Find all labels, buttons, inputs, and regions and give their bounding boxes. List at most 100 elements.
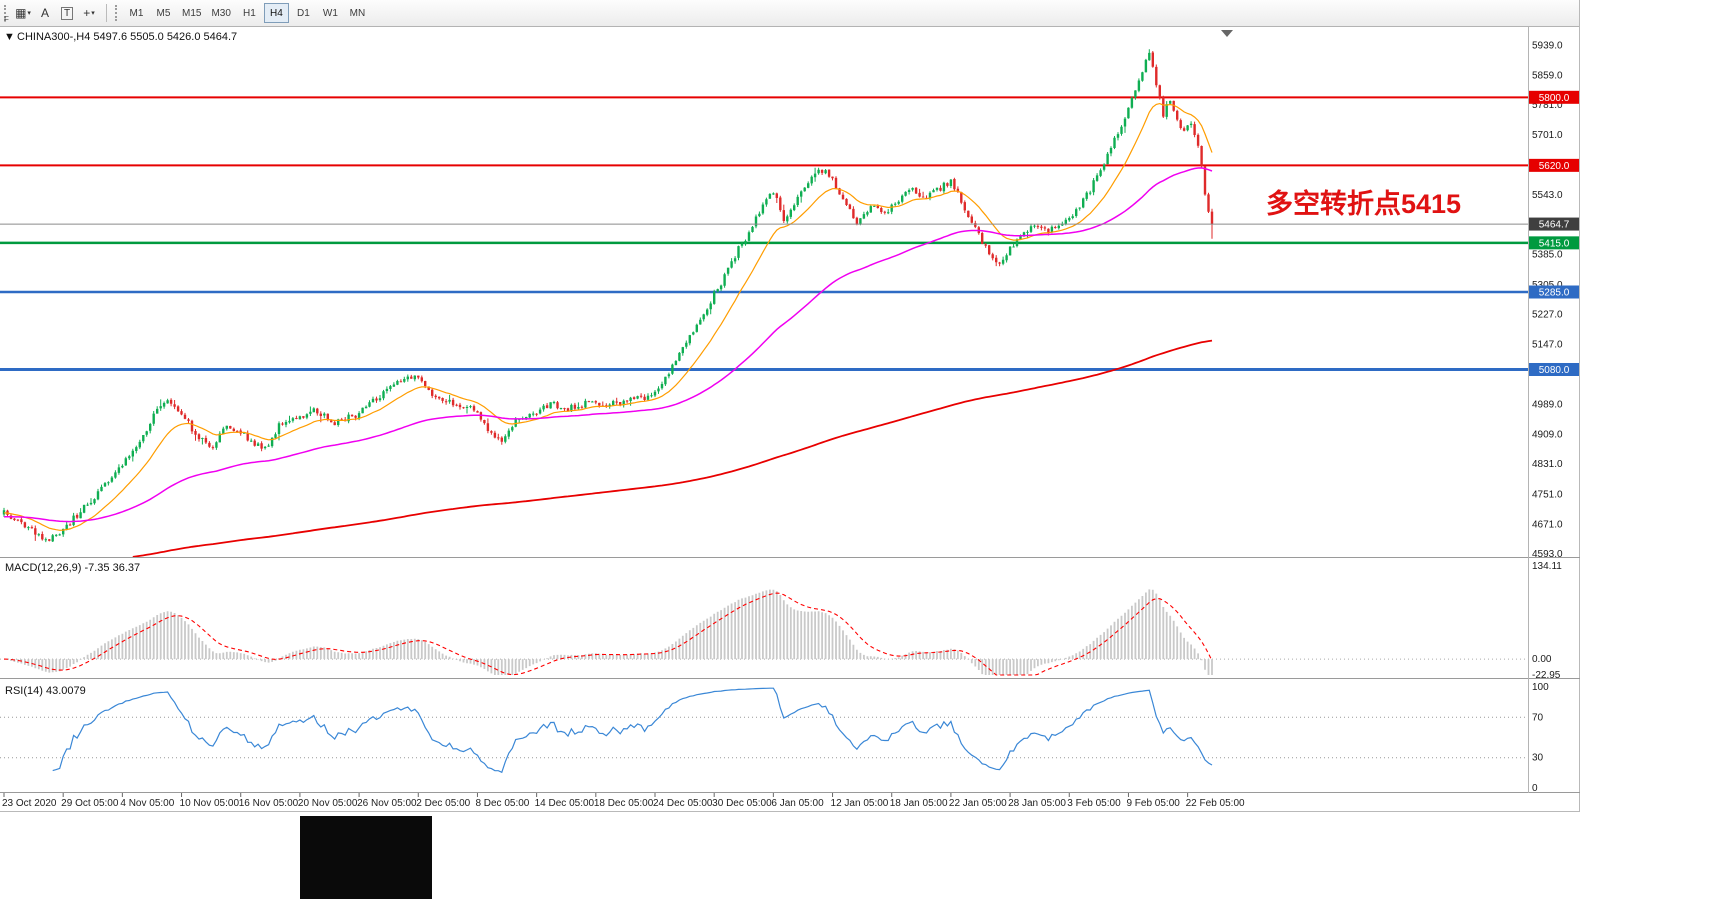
timeframe-m1-button[interactable]: M1 [124,3,149,23]
time-tick-label: 18 Jan 05:00 [890,798,948,809]
chart-symbol-ohlc: CHINA300-,H4 5497.6 5505.0 5426.0 5464.7 [17,31,237,43]
down-candle-wicks [7,51,1213,542]
timeframe-w1-button[interactable]: W1 [318,3,343,23]
text-tool-t-button[interactable]: T [57,2,77,24]
price-tick-label: 5385.0 [1532,250,1563,261]
time-tick-label: 8 Dec 05:00 [475,798,529,809]
timeframe-mn-button[interactable]: MN [345,3,370,23]
price-axis[interactable]: 5939.0 5859.0 5781.0 5701.0 5543.0 5385.0 5305… [1529,40,1579,794]
price-tick-label: 5859.0 [1532,71,1563,82]
time-tick-label: 6 Jan 05:00 [771,798,824,809]
timeframe-d1-button[interactable]: D1 [291,3,316,23]
price-tick-label: 4909.0 [1532,430,1563,441]
dropdown-caret-icon: ▾ [27,10,31,17]
time-tick-label: 4 Nov 05:00 [120,798,174,809]
text-label-a-icon: A [40,6,49,20]
charts-grid-button[interactable]: ▦ ▾ [13,2,33,24]
level-5800.0-badge [1529,90,1579,104]
chart-annotation-text: 多空转折点5415 [1266,188,1461,219]
price-tick-label: 5305.0 [1532,280,1563,291]
time-tick-label: 9 Feb 05:00 [1126,798,1180,809]
rsi-line [52,687,1213,774]
price-tick-label: 4831.0 [1532,459,1563,470]
time-tick-label: 28 Jan 05:00 [1008,798,1066,809]
time-tick-label: 10 Nov 05:00 [180,798,240,809]
time-tick-label: 2 Dec 05:00 [416,798,470,809]
macd-signal-line [3,592,1213,676]
down-candle-bodies [6,52,1214,541]
level-5620.0-badge-label: 5620.0 [1539,161,1570,172]
price-tick-label: 4989.0 [1532,399,1563,410]
bid-price-badge [1529,217,1579,231]
candlestick-series [2,49,1214,543]
macd-axis-label: -22.95 [1532,670,1561,681]
up-candle-wicks [3,49,1192,543]
time-axis[interactable]: 23 Oct 2020 29 Oct 05:00 4 Nov 05:00 10 Nov… [2,793,1245,809]
toolbar: ▦ ▾ A T + ▾ F M1 M5 M15 M30 H1 H4 D1 W1 MN [0,0,1579,27]
toolbar-separator [106,4,107,22]
dropdown-caret-icon: ▾ [91,10,95,17]
rsi-indicator-pane[interactable] [0,687,1528,774]
crosshair-button[interactable]: + ▾ [79,2,99,24]
level-5620.0-badge [1529,158,1579,172]
timeframe-button-group: M1 M5 M15 M30 H1 H4 D1 W1 MN [123,3,371,23]
macd-histogram [6,589,1213,675]
symbol-collapse-icon[interactable]: ▼ [4,31,15,43]
time-tick-label: 30 Dec 05:00 [712,798,772,809]
time-tick-label: 29 Oct 05:00 [61,798,119,809]
horizontal-level-lines[interactable] [0,96,1528,371]
fast-ma-line [3,102,1213,531]
price-tick-label: 5543.0 [1532,190,1563,201]
time-tick-label: 16 Nov 05:00 [239,798,299,809]
time-tick-label: 22 Feb 05:00 [1186,798,1245,809]
mid-ma-line [3,167,1213,523]
toolbar-grip[interactable] [4,5,8,21]
price-tick-label: 4751.0 [1532,489,1563,500]
rsi-label: RSI(14) 43.0079 [5,685,86,697]
timeframe-m30-button[interactable]: M30 [207,3,234,23]
level-5415.0-badge-label: 5415.0 [1539,238,1570,249]
time-tick-label: 14 Dec 05:00 [535,798,595,809]
time-tick-label: 3 Feb 05:00 [1067,798,1121,809]
timeframe-m15-button[interactable]: M15 [178,3,205,23]
rsi-axis-label: 0 [1532,783,1538,794]
chart-shift-marker[interactable] [1221,30,1233,37]
level-5415.0-badge [1529,236,1579,250]
charts-grid-icon: ▦ [15,6,27,20]
price-tick-label: 4671.0 [1532,520,1563,531]
toolbar-f-label: F [4,15,9,24]
chart-canvas[interactable]: 5939.0 5859.0 5781.0 5701.0 5543.0 5385.0 5305… [0,27,1580,812]
macd-label: MACD(12,26,9) -7.35 36.37 [5,562,140,574]
timeframe-h1-button[interactable]: H1 [237,3,262,23]
timeframe-m5-button[interactable]: M5 [151,3,176,23]
time-tick-label: 22 Jan 05:00 [949,798,1007,809]
price-tick-label: 5227.0 [1532,309,1563,320]
time-tick-label: 20 Nov 05:00 [298,798,358,809]
mt4-window: ▦ ▾ A T + ▾ F M1 M5 M15 M30 H1 H4 D1 W1 MN 5939.0 5859… [0,0,1580,812]
macd-axis-label: 0.00 [1532,654,1552,665]
macd-indicator-pane[interactable] [0,589,1528,676]
toolbar-tool-group: ▦ ▾ A T + ▾ [12,2,100,24]
time-tick-label: 26 Nov 05:00 [357,798,417,809]
macd-axis-label: 134.11 [1532,561,1562,572]
slow-ma-line [132,339,1213,558]
rsi-axis-label: 30 [1532,753,1544,764]
level-5080.0-badge [1529,362,1579,376]
rsi-axis-label: 70 [1532,712,1544,723]
time-tick-label: 23 Oct 2020 [2,798,57,809]
level-5800.0-badge-label: 5800.0 [1539,93,1570,104]
crosshair-icon: + [83,6,91,20]
timeframe-h4-button[interactable]: H4 [263,3,289,23]
time-tick-label: 12 Jan 05:00 [831,798,889,809]
level-5080.0-badge-label: 5080.0 [1539,365,1570,376]
text-label-a-button[interactable]: A [35,2,55,24]
text-tool-t-icon: T [60,6,74,20]
timeframe-toolbar-grip[interactable] [115,5,119,21]
price-tick-label: 4593.0 [1532,549,1563,560]
level-5285.0-badge [1529,285,1579,299]
taskbar-fragment[interactable] [300,816,432,899]
rsi-axis-label: 100 [1532,682,1549,693]
price-tick-label: 5147.0 [1532,340,1563,351]
time-tick-label: 18 Dec 05:00 [594,798,654,809]
